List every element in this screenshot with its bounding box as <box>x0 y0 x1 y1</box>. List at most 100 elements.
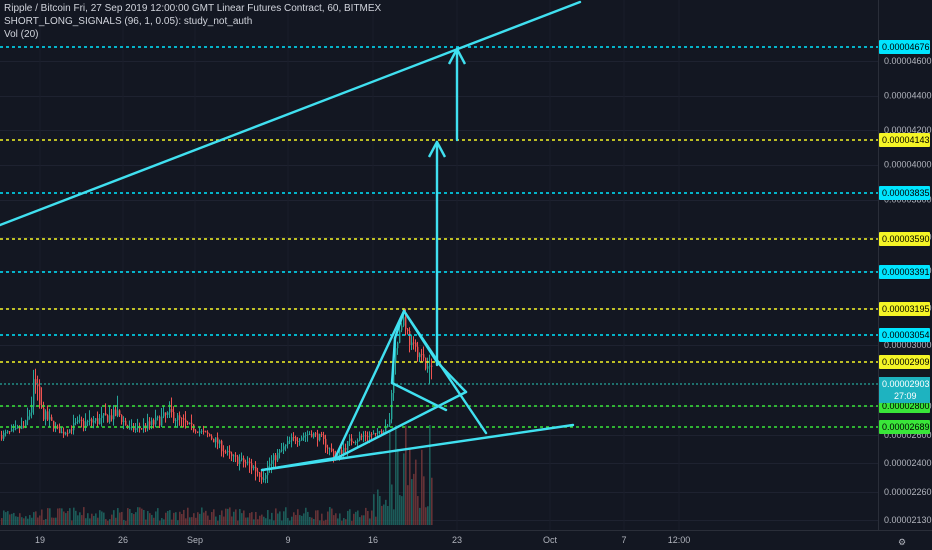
candle-body <box>65 432 67 435</box>
volume-bar <box>59 508 61 525</box>
volume-bar <box>39 515 41 525</box>
volume-bar <box>347 510 349 525</box>
candle-body <box>239 459 241 465</box>
candle-body <box>289 440 291 442</box>
volume-bar <box>319 520 321 525</box>
candle-body <box>87 421 89 423</box>
volume-bar <box>297 509 299 525</box>
volume-bar <box>183 509 185 525</box>
volume-bar <box>201 507 203 525</box>
x-tick-label: 19 <box>35 535 45 545</box>
volume-bar <box>199 513 201 525</box>
volume-bar <box>381 505 383 525</box>
volume-bar <box>359 517 361 525</box>
candle-body <box>251 463 253 469</box>
candle-body <box>355 441 357 443</box>
volume-bar <box>139 507 141 525</box>
trendline-support[interactable] <box>260 456 337 472</box>
volume-bar <box>393 509 395 525</box>
volume-bar <box>321 513 323 525</box>
volume-bar <box>77 515 79 525</box>
volume-bar <box>145 519 147 525</box>
volume-bar <box>229 507 231 525</box>
candle-body <box>103 413 105 416</box>
candle-body <box>17 427 19 429</box>
candle-body <box>365 435 367 437</box>
candle-body <box>229 450 231 454</box>
candle-body <box>415 342 417 347</box>
candle-body <box>343 448 345 454</box>
volume-bar <box>255 511 257 525</box>
candle-body <box>105 413 107 416</box>
candle-body <box>91 419 93 423</box>
candle-body <box>171 408 173 413</box>
candle-body <box>173 412 175 421</box>
candle-body <box>7 431 9 433</box>
volume-bar <box>13 512 15 525</box>
candle-body <box>423 354 425 358</box>
price-level-badge <box>879 232 930 246</box>
volume-bar <box>17 516 19 525</box>
candle-body <box>1 435 3 439</box>
volume-bar <box>429 424 431 525</box>
x-tick-label: Sep <box>187 535 203 545</box>
candle-body <box>165 412 167 415</box>
volume-bar <box>75 510 77 525</box>
candle-body <box>81 419 83 422</box>
volume-bar <box>119 512 121 525</box>
volume-bar <box>425 507 427 525</box>
price-level-badge-text: 0.00003195 <box>882 304 930 314</box>
candle-body <box>15 427 17 429</box>
volume-bar <box>189 517 191 525</box>
flag-left[interactable] <box>390 336 397 385</box>
wedge-left-leg[interactable] <box>333 309 406 460</box>
price-level-badge-text: 0.00003835 <box>882 188 930 198</box>
price-level-badge-text: 0.00003391 <box>882 267 930 277</box>
volume-bar <box>61 508 63 525</box>
candle-body <box>93 420 95 423</box>
candle-body <box>3 432 5 439</box>
flag-right[interactable] <box>402 309 439 364</box>
volume-bar <box>125 520 127 525</box>
volume-bar <box>207 515 209 525</box>
candle-body <box>333 451 335 458</box>
settings-gear-icon[interactable]: ⚙ <box>898 537 906 547</box>
volume-bar <box>123 519 125 525</box>
candle-body <box>221 440 223 452</box>
volume-bar <box>219 515 221 525</box>
volume-bar <box>163 519 165 525</box>
candle-body <box>195 430 197 432</box>
volume-bar <box>253 519 255 525</box>
volume-bar <box>397 448 399 525</box>
candle-body <box>297 441 299 443</box>
candle-body <box>259 472 261 478</box>
volume-bar <box>191 517 193 525</box>
volume-bar <box>197 512 199 525</box>
flag-top[interactable] <box>393 309 406 340</box>
candle-body <box>349 438 351 442</box>
trendline-upper[interactable] <box>0 0 582 227</box>
volume-bar <box>45 518 47 525</box>
flag-base[interactable] <box>335 390 468 460</box>
candle-body <box>131 426 133 428</box>
candle-body <box>143 425 145 429</box>
countdown-text: 27:09 <box>894 391 917 401</box>
candle-body <box>303 435 305 438</box>
candle-body <box>9 431 11 433</box>
candle-body <box>155 417 157 425</box>
volume-bar <box>215 516 217 525</box>
volume-bar <box>419 507 421 525</box>
volume-bar <box>269 519 271 525</box>
volume-bar <box>111 514 113 525</box>
candle-body <box>361 435 363 437</box>
candle-body <box>307 434 309 436</box>
candle-body <box>379 431 381 433</box>
candle-body <box>25 420 27 426</box>
price-level-badge <box>879 186 930 200</box>
volume-bar <box>3 510 5 525</box>
price-level-badge-text: 0.00004143 <box>882 135 930 145</box>
volume-bar <box>375 516 377 525</box>
flag-extension[interactable] <box>435 360 468 394</box>
y-tick-label: 0.00004600 <box>884 56 932 66</box>
